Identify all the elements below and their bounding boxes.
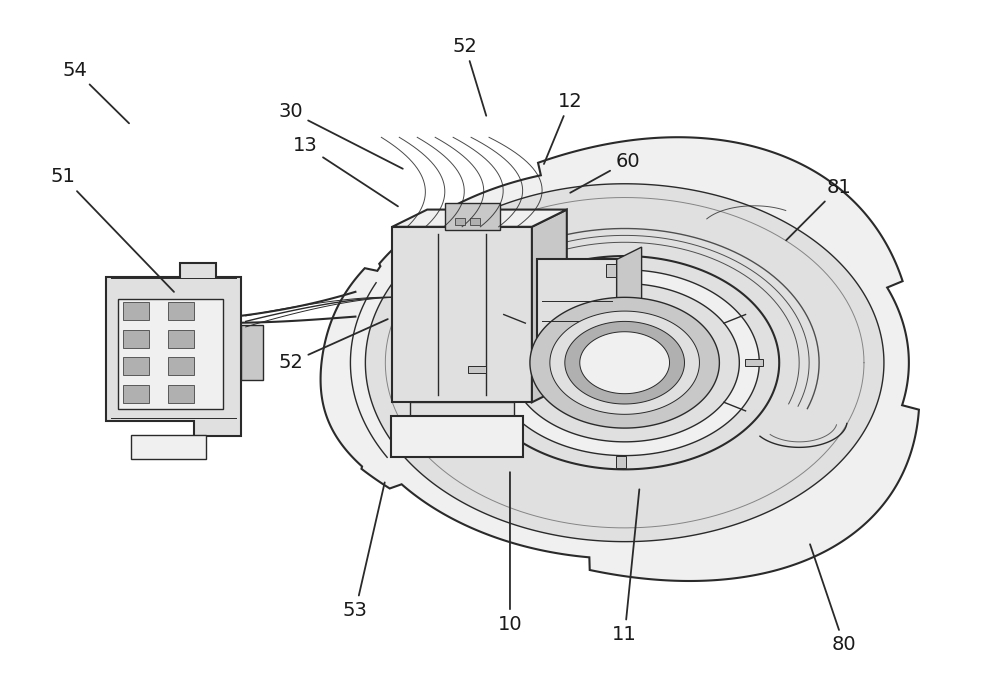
Polygon shape <box>321 138 919 581</box>
Text: 30: 30 <box>278 102 403 169</box>
Text: 80: 80 <box>810 545 856 654</box>
Polygon shape <box>550 311 699 415</box>
Bar <box>168 330 194 348</box>
Text: 11: 11 <box>612 489 639 644</box>
Bar <box>392 227 532 402</box>
Bar <box>445 202 500 230</box>
Polygon shape <box>365 184 884 542</box>
Bar <box>616 455 626 468</box>
Polygon shape <box>490 269 759 455</box>
Bar <box>168 385 194 403</box>
Bar <box>131 435 206 459</box>
Bar <box>241 325 263 380</box>
Bar <box>410 402 514 423</box>
Text: 13: 13 <box>293 136 398 207</box>
Bar <box>123 330 149 348</box>
Text: 12: 12 <box>544 92 582 164</box>
Bar <box>168 357 194 375</box>
Polygon shape <box>617 247 642 342</box>
Bar <box>118 299 223 409</box>
Bar <box>606 264 616 276</box>
Bar <box>123 302 149 320</box>
Text: 54: 54 <box>63 61 129 123</box>
Bar <box>123 385 149 403</box>
Polygon shape <box>565 321 684 404</box>
Text: 60: 60 <box>570 151 640 193</box>
Bar <box>537 260 617 342</box>
Bar <box>123 357 149 375</box>
Polygon shape <box>106 263 241 436</box>
Polygon shape <box>580 332 670 394</box>
Bar <box>468 366 486 373</box>
Text: 52: 52 <box>453 37 486 115</box>
Text: 53: 53 <box>343 482 385 620</box>
Text: 10: 10 <box>498 472 522 634</box>
Bar <box>745 359 763 366</box>
Text: 81: 81 <box>786 178 851 240</box>
Polygon shape <box>392 209 567 227</box>
Polygon shape <box>470 256 779 469</box>
Bar <box>470 218 480 225</box>
Bar <box>168 302 194 320</box>
Bar <box>455 218 465 225</box>
Text: 52: 52 <box>278 319 388 372</box>
Bar <box>391 416 523 457</box>
Text: 51: 51 <box>51 167 174 292</box>
Polygon shape <box>530 297 719 428</box>
Polygon shape <box>510 283 739 442</box>
Polygon shape <box>532 209 567 402</box>
